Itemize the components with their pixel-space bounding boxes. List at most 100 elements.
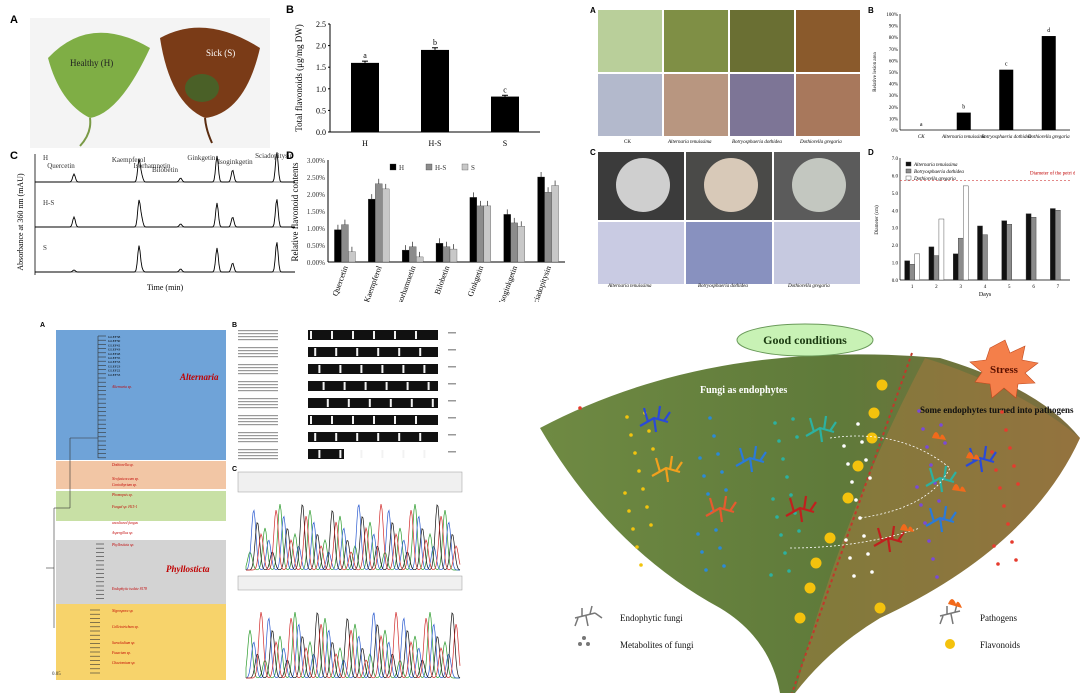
metabolite-dot bbox=[716, 452, 720, 456]
transition-arrow bbox=[789, 527, 921, 549]
bar bbox=[1001, 220, 1007, 281]
metabolite-dot bbox=[943, 441, 947, 445]
trace-line bbox=[35, 242, 295, 273]
metabolite-dot bbox=[633, 451, 637, 455]
metabolite-dot bbox=[1016, 482, 1020, 486]
legend-endophytic-text: Endophytic fungi bbox=[620, 613, 683, 623]
bar bbox=[1030, 217, 1037, 281]
metabolite-dot bbox=[915, 485, 919, 489]
panel-label-tree: A bbox=[40, 322, 46, 329]
legend-swatch bbox=[905, 175, 912, 181]
good-conditions-cloud bbox=[736, 323, 874, 357]
y-tick-label: 2.50% bbox=[307, 174, 325, 182]
metabolite-dot bbox=[629, 433, 633, 437]
panel-label-d: D bbox=[286, 150, 294, 162]
align-mismatch bbox=[385, 382, 388, 390]
metabolite-dot bbox=[698, 456, 702, 460]
trace-channel bbox=[245, 504, 460, 571]
metabolite-dot bbox=[1002, 504, 1006, 508]
legend-swatch bbox=[905, 168, 912, 174]
y-axis-label: Absorbance at 360 nm (mAU) bbox=[16, 173, 25, 271]
trace-toolbar bbox=[237, 471, 463, 493]
x-axis-label: Days bbox=[979, 292, 992, 298]
metabolite-dot bbox=[712, 434, 716, 438]
panel-label-b2: B bbox=[868, 6, 874, 15]
metabolite-dot bbox=[787, 569, 791, 573]
legend-label: Dothiorella gregaria bbox=[913, 177, 956, 182]
total-flavonoid-chart: 0.0 0.5 1.0 1.5 2.0 2.5 a Hb H-S c S Total flavonoi… bbox=[294, 20, 540, 148]
fungus-hyphae bbox=[805, 415, 837, 443]
tree-leaf-label: GLEF33 bbox=[108, 373, 121, 377]
fungus-hyphae bbox=[925, 465, 957, 493]
petri-label: Diameter of the petri dish bbox=[1030, 172, 1075, 177]
trace-channel bbox=[246, 612, 461, 679]
flavonoid-dot bbox=[824, 532, 836, 544]
metabolite-dot bbox=[858, 516, 862, 520]
metabolite-dot bbox=[722, 564, 726, 568]
bar bbox=[368, 198, 376, 263]
align-block bbox=[308, 398, 438, 408]
peak-label: Bilobetin bbox=[152, 166, 179, 174]
metabolite-dot bbox=[856, 422, 860, 426]
metabolite-dot bbox=[631, 527, 635, 531]
align-mismatch bbox=[343, 382, 346, 390]
y-tick-label: 6.0 bbox=[892, 174, 899, 179]
align-mismatch bbox=[335, 433, 338, 441]
metabolite-dot bbox=[937, 499, 941, 503]
align-mismatch bbox=[402, 365, 405, 373]
align-mismatch bbox=[377, 348, 380, 356]
metabolite-dot bbox=[639, 563, 643, 567]
bar bbox=[476, 205, 485, 263]
bar bbox=[938, 218, 945, 281]
legend-swatch bbox=[905, 161, 912, 167]
panel-label-trace: C bbox=[232, 466, 238, 473]
align-name-row bbox=[238, 452, 278, 454]
bar bbox=[469, 197, 478, 263]
lesion-area-chart: 0% 10% 20% 30% 40% 50% 60% 70% 80% 90% 100% a CK b Alt… bbox=[873, 13, 1070, 140]
align-mismatch bbox=[364, 382, 367, 390]
metabolite-dot bbox=[864, 458, 868, 462]
panel-label-d2: D bbox=[868, 148, 874, 157]
bar bbox=[421, 49, 449, 132]
label-dothiorella-bottom: Dothiorella gregaria bbox=[788, 284, 830, 289]
align-mismatch bbox=[398, 433, 401, 441]
panel-label-c2: C bbox=[590, 148, 596, 157]
y-tick-label: 3.0 bbox=[892, 227, 899, 232]
sig-letter: b bbox=[962, 105, 965, 111]
bar bbox=[1041, 36, 1056, 130]
pathogen-flame bbox=[966, 452, 980, 460]
panel-label-align: B bbox=[232, 322, 238, 329]
align-block bbox=[308, 449, 344, 459]
bar bbox=[551, 185, 559, 263]
flavonoid-dot bbox=[852, 460, 864, 472]
x-tick-label: Kaempferol bbox=[362, 264, 384, 302]
align-block bbox=[308, 347, 438, 357]
metabolite-dot bbox=[791, 417, 795, 421]
y-tick-label: 0.0 bbox=[892, 279, 899, 284]
bar bbox=[537, 176, 545, 263]
align-name-row bbox=[238, 330, 278, 332]
sig-letter: a bbox=[920, 122, 923, 128]
metabolite-dot bbox=[1004, 428, 1008, 432]
align-mismatch bbox=[415, 416, 417, 424]
align-mismatch bbox=[415, 331, 417, 339]
trace-label: H bbox=[43, 154, 48, 162]
metabolite-dot bbox=[724, 488, 728, 492]
tree-red-label: Colletotrichum sp. bbox=[112, 625, 139, 629]
y-tick-label: 1.5 bbox=[316, 63, 326, 72]
metabolite-dot bbox=[852, 574, 856, 578]
align-mismatch bbox=[394, 331, 396, 339]
bar bbox=[1006, 224, 1012, 281]
align-name-row bbox=[238, 333, 278, 335]
x-tick-label: Sciadopitysin bbox=[530, 265, 553, 302]
x-tick-label: 4 bbox=[984, 285, 987, 290]
align-mismatch bbox=[419, 348, 422, 356]
pathogen-flame bbox=[952, 484, 966, 492]
clade-green-box bbox=[56, 491, 226, 521]
tree-leaf-label: GLEF35 bbox=[108, 356, 121, 360]
metabolite-dot bbox=[641, 487, 645, 491]
align-name-row bbox=[238, 449, 278, 451]
metabolite-dot bbox=[647, 429, 651, 433]
metabolite-dot bbox=[992, 544, 996, 548]
